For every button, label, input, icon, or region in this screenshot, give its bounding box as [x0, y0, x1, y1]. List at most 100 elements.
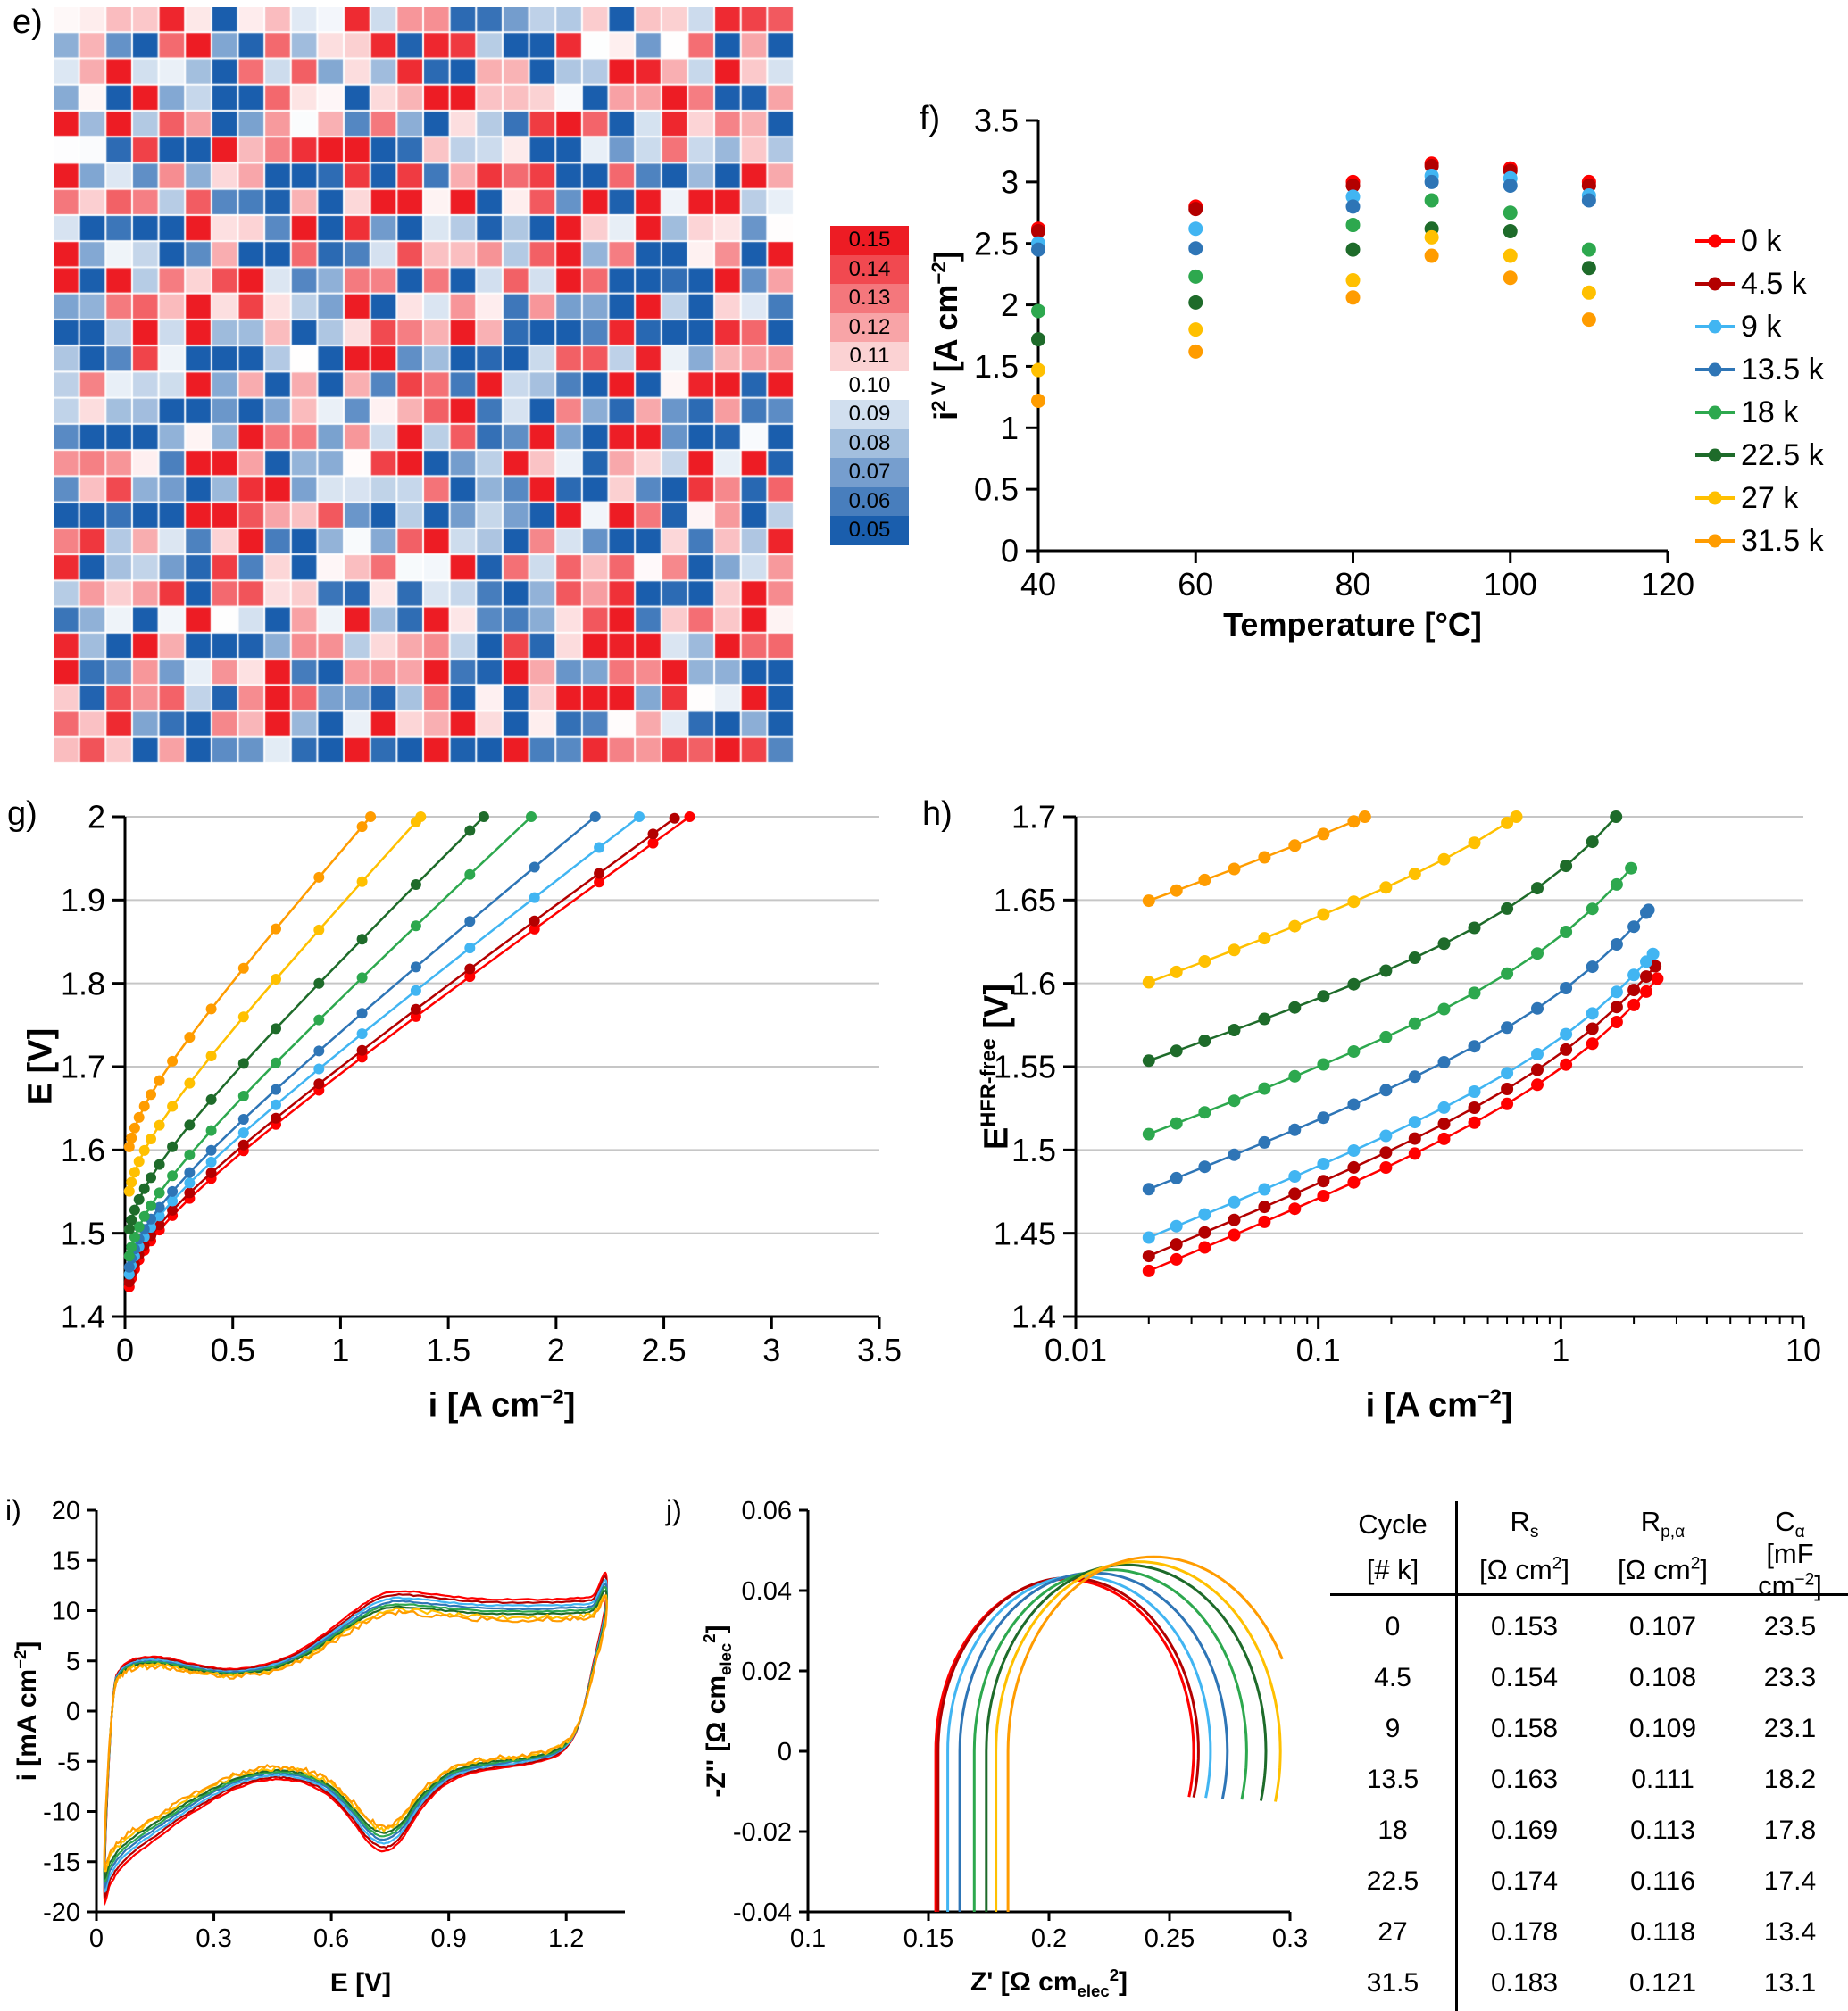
point-27 k [1424, 229, 1439, 245]
curve-18 k-marker [1610, 877, 1623, 891]
point-13.5 k [1031, 242, 1045, 257]
nyquist-13.5 k [958, 1571, 1229, 1912]
legend-item-22.5k: 22.5 k [1694, 434, 1824, 477]
table-header-divider [1330, 1593, 1848, 1596]
curve-22.5 k-marker [1347, 977, 1361, 991]
curve-31.5 k-marker [356, 821, 368, 833]
curve-27 k-marker [133, 1156, 145, 1168]
curve-27 k-marker [313, 924, 325, 935]
x-tick-label: 0.01 [1045, 1332, 1107, 1368]
table-cell: [Ω cm2] [1617, 1554, 1709, 1585]
table-cell: 13.1 [1763, 1967, 1817, 1998]
curve-4.5 k-marker [1468, 1101, 1481, 1114]
table-cell: 23.3 [1763, 1662, 1817, 1692]
curve-18 k-marker [1347, 1045, 1361, 1058]
y-tick-label: -0.04 [733, 1899, 792, 1927]
curve-13.5 k-marker [123, 1261, 135, 1273]
curve-22.5 k-marker [313, 977, 325, 989]
y-tick-label: 10 [52, 1598, 80, 1626]
colorbar-tick-0.05: 0.05 [830, 516, 909, 545]
curve-13.5 k-marker [1560, 982, 1573, 994]
colorbar-tick-0.07: 0.07 [830, 458, 909, 487]
curve-27 k-marker [146, 1134, 156, 1144]
curve-27 k-marker [1437, 852, 1451, 866]
point-13.5 k [1503, 178, 1518, 193]
curve-22.5 k-marker [478, 811, 489, 822]
y-tick-label: 1.55 [994, 1049, 1056, 1085]
curve-18 k-marker [123, 1251, 135, 1262]
curve-22.5 k-marker [1228, 1024, 1241, 1036]
curve-31.5 k-marker [133, 1111, 145, 1123]
point-13.5 k [1581, 193, 1596, 208]
x-tick-label: 3.5 [857, 1332, 902, 1368]
colorbar-tick-0.12: 0.12 [830, 312, 909, 342]
curve-9 k-marker [464, 943, 476, 954]
y-tick-label: 0.02 [742, 1658, 792, 1686]
curve-31.5 k-marker [1358, 810, 1371, 823]
scatter-legend: 0 k 4.5 k 9 k 13.5 k 18 k 22.5 k 27 k 31.5 k [1694, 220, 1824, 562]
x-tick-label: 100 [1484, 566, 1537, 602]
point-18 k [1503, 205, 1518, 220]
curve-27 k-marker [237, 1011, 249, 1023]
curve-9 k-marker [1501, 1067, 1514, 1080]
table-cell: 0.121 [1628, 1967, 1697, 1998]
curve-31.5 k-marker [138, 1101, 150, 1112]
table-cell: 18 [1378, 1815, 1408, 1845]
table-cell: 0.154 [1490, 1662, 1559, 1692]
colorbar-tick-0.09: 0.09 [830, 400, 909, 429]
curve-13.5 k-marker [1198, 1160, 1211, 1174]
y-tick-label: 20 [52, 1497, 80, 1525]
curve-18 k-marker [356, 972, 368, 984]
point-31.5 k [1188, 344, 1203, 359]
i-y-axis-label: i [mA cm−2] [11, 1641, 42, 1782]
curve-22.5 k [1148, 816, 1618, 1062]
curve-27 k [128, 816, 422, 1192]
curve-4.5 k-marker [271, 1112, 281, 1124]
curve-9 k-marker [1437, 1101, 1451, 1114]
point-31.5 k [1031, 393, 1045, 408]
y-tick-label: 0.04 [742, 1577, 792, 1606]
curve-22.5 k-marker [410, 879, 421, 890]
curve-22.5 k-marker [237, 1058, 249, 1069]
y-tick-label: 0 [66, 1698, 80, 1726]
curve-27 k-marker [138, 1144, 150, 1156]
curve-4.5 k-marker [594, 868, 605, 879]
curve-18 k-marker [526, 811, 537, 822]
curve-9 k [128, 816, 640, 1275]
curve-13.5 k-marker [1437, 1056, 1451, 1068]
y-tick-label: 1.6 [61, 1132, 105, 1168]
x-tick-label: 2 [547, 1332, 565, 1368]
point-18 k [1424, 193, 1439, 208]
table-header-row: [# k] [Ω cm2] [Ω cm2] [mF cm−2] [1330, 1538, 1848, 1601]
y-tick-label: 2.5 [974, 225, 1019, 262]
legend-marker-icon [1695, 534, 1735, 548]
table-cell: 23.5 [1763, 1611, 1817, 1641]
table-cell: 0.183 [1490, 1967, 1559, 1998]
table-cell: [mF cm−2] [1758, 1538, 1822, 1601]
colorbar-tick-0.08: 0.08 [830, 428, 909, 458]
curve-27 k-marker [123, 1185, 135, 1197]
curve-22.5 k-marker [1170, 1044, 1183, 1058]
curve-4.5 k-marker [1586, 1022, 1599, 1035]
curve-22.5 k-marker [464, 825, 476, 836]
x-tick-label: 1 [331, 1332, 349, 1368]
curve-31.5 k [128, 816, 372, 1148]
x-tick-label: 1.5 [426, 1332, 470, 1368]
x-tick-label: 2.5 [642, 1332, 687, 1368]
table-row: 22.5 0.174 0.116 17.4 [1330, 1856, 1848, 1907]
curve-13.5 k-marker [356, 1008, 368, 1019]
curve-22.5 k-marker [138, 1183, 150, 1194]
curve-4.5 k-marker [529, 915, 540, 927]
curve-13.5 k-marker [1642, 903, 1655, 917]
curve-9 k-marker [1627, 968, 1641, 982]
y-tick-label: 1.65 [994, 882, 1056, 918]
curve-13.5 k-marker [184, 1167, 196, 1178]
x-tick-label: 1.2 [548, 1924, 584, 1953]
curve-9 k-marker [1379, 1129, 1393, 1143]
curve-9 k-marker [1142, 1231, 1155, 1244]
curve-0 k-marker [647, 837, 659, 849]
curve-18 k-marker [167, 1170, 179, 1182]
curve-0 k-marker [1317, 1190, 1330, 1202]
g-x-axis-label: i [A cm−2] [428, 1384, 576, 1425]
